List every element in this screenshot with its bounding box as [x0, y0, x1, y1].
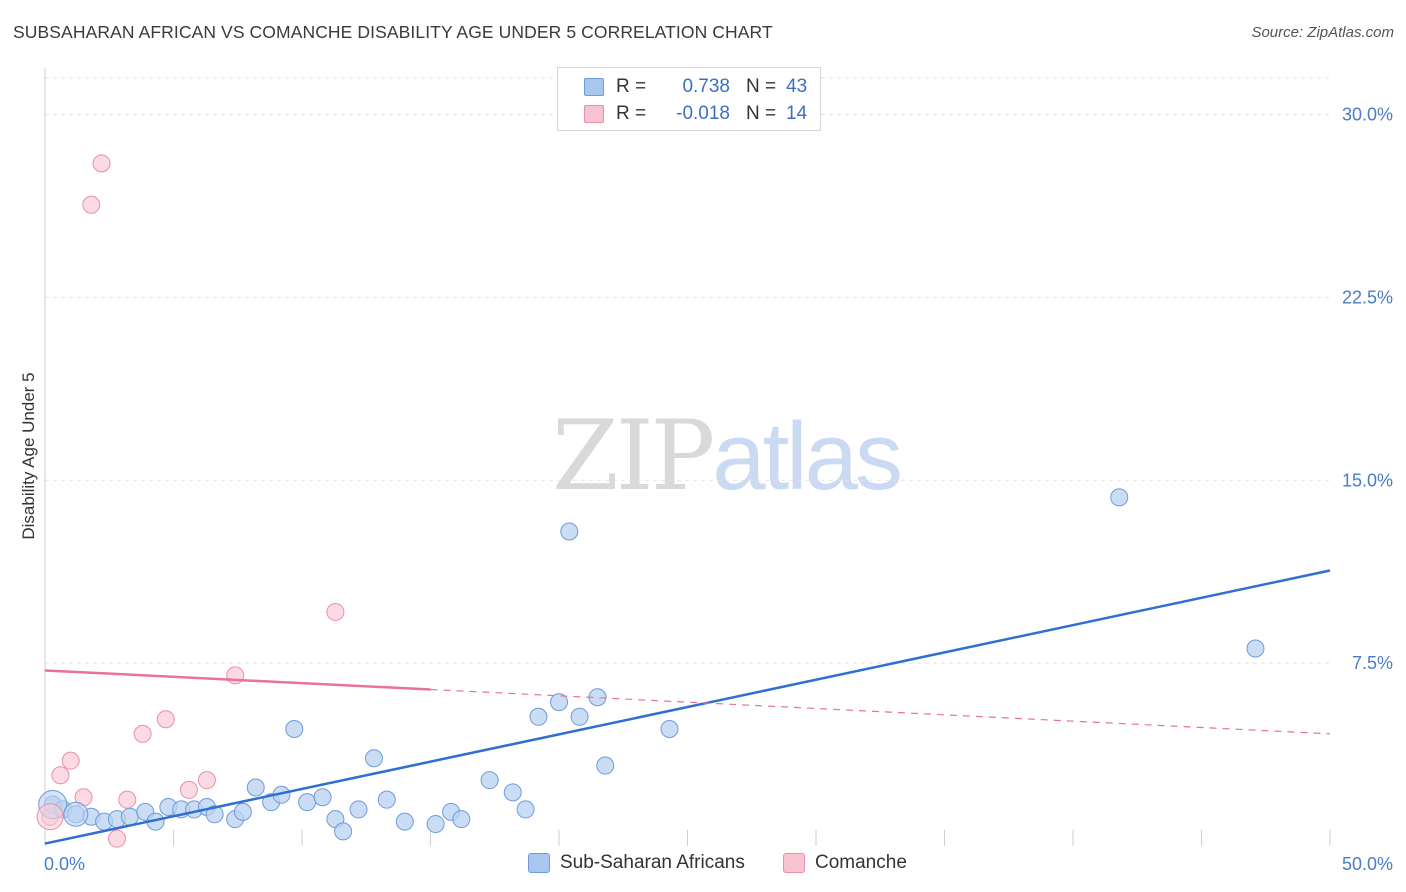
legend-n-value: 43: [786, 76, 808, 97]
watermark-atlas: atlas: [712, 403, 903, 510]
source-label: Source: ZipAtlas.com: [1251, 24, 1394, 41]
legend-row-comanche: R = -0.018 N = 14: [558, 101, 807, 127]
y-tick-label: 30.0%: [1342, 105, 1393, 125]
subsaharan-point: [550, 693, 568, 712]
legend-swatch-pink: [584, 105, 604, 123]
comanche-point: [82, 195, 101, 214]
subsaharan-point: [452, 810, 471, 829]
series-swatch-pink: [783, 853, 805, 873]
series-swatch-blue: [528, 853, 550, 873]
subsaharan-point: [570, 707, 589, 726]
legend-r-label: R =: [616, 76, 647, 97]
series-legend-label: Sub-Saharan Africans: [560, 852, 745, 873]
legend-swatch-blue: [584, 78, 604, 96]
subsaharan-point: [246, 778, 265, 797]
comanche-trendline: [44, 669, 431, 691]
subsaharan-point: [596, 756, 615, 775]
legend-n-label: N =: [746, 76, 777, 97]
comanche-point: [118, 790, 137, 809]
y-axis-title: Disability Age Under 5: [19, 372, 38, 539]
comanche-point: [179, 780, 198, 799]
legend-r-value: -0.018: [676, 103, 730, 124]
legend-row-subsaharan: R = 0.738 N = 43: [558, 74, 807, 100]
subsaharan-point: [660, 719, 679, 738]
comanche-point: [156, 710, 175, 729]
y-tick-label: 7.5%: [1352, 653, 1393, 673]
subsaharan-point: [233, 802, 252, 821]
subsaharan-point: [426, 815, 445, 834]
comanche-point: [326, 602, 345, 621]
subsaharan-trendline: [44, 569, 1331, 845]
correlation-legend: R = 0.738 N = 43 R = -0.018 N = 14: [557, 67, 821, 131]
comanche-point: [36, 803, 64, 831]
watermark: ZIPatlas: [552, 400, 903, 512]
x-tick-label: 0.0%: [44, 854, 85, 874]
comanche-point: [197, 771, 216, 790]
comanche-point: [92, 154, 111, 173]
subsaharan-point: [503, 783, 522, 802]
subsaharan-point: [1110, 488, 1129, 507]
legend-n-value: 14: [786, 103, 808, 124]
comanche-point: [51, 766, 70, 785]
series-legend-label: Comanche: [815, 852, 907, 873]
legend-n-label: N =: [746, 103, 777, 124]
subsaharan-point: [480, 771, 499, 790]
subsaharan-point: [285, 719, 304, 738]
comanche-point: [61, 751, 80, 770]
subsaharan-point: [529, 707, 548, 726]
subsaharan-point: [205, 805, 224, 824]
comanche-trendline-extension: [430, 688, 1331, 735]
chart-title: SUBSAHARAN AFRICAN VS COMANCHE DISABILIT…: [13, 22, 773, 42]
subsaharan-point: [516, 800, 535, 819]
x-tick-label: 50.0%: [1342, 854, 1393, 874]
subsaharan-point: [349, 800, 368, 819]
comanche-point: [133, 724, 152, 743]
series-legend: Sub-Saharan Africans Comanche: [0, 852, 1406, 876]
subsaharan-point: [120, 807, 139, 826]
subsaharan-point: [560, 522, 579, 541]
series-legend-comanche[interactable]: Comanche: [783, 852, 907, 874]
subsaharan-point: [313, 788, 332, 807]
comanche-point: [107, 829, 126, 848]
y-tick-label: 15.0%: [1342, 470, 1393, 490]
legend-r-label: R =: [616, 103, 647, 124]
subsaharan-point: [364, 749, 383, 768]
subsaharan-point: [377, 790, 396, 809]
legend-r-value: 0.738: [682, 76, 730, 97]
subsaharan-point: [334, 822, 353, 841]
subsaharan-point: [1246, 639, 1265, 658]
subsaharan-point: [63, 801, 89, 827]
series-legend-subsaharan[interactable]: Sub-Saharan Africans: [528, 852, 745, 874]
watermark-zip: ZIP: [552, 400, 715, 512]
y-tick-label: 22.5%: [1342, 287, 1393, 307]
subsaharan-point: [395, 812, 414, 831]
subsaharan-point: [298, 793, 317, 812]
